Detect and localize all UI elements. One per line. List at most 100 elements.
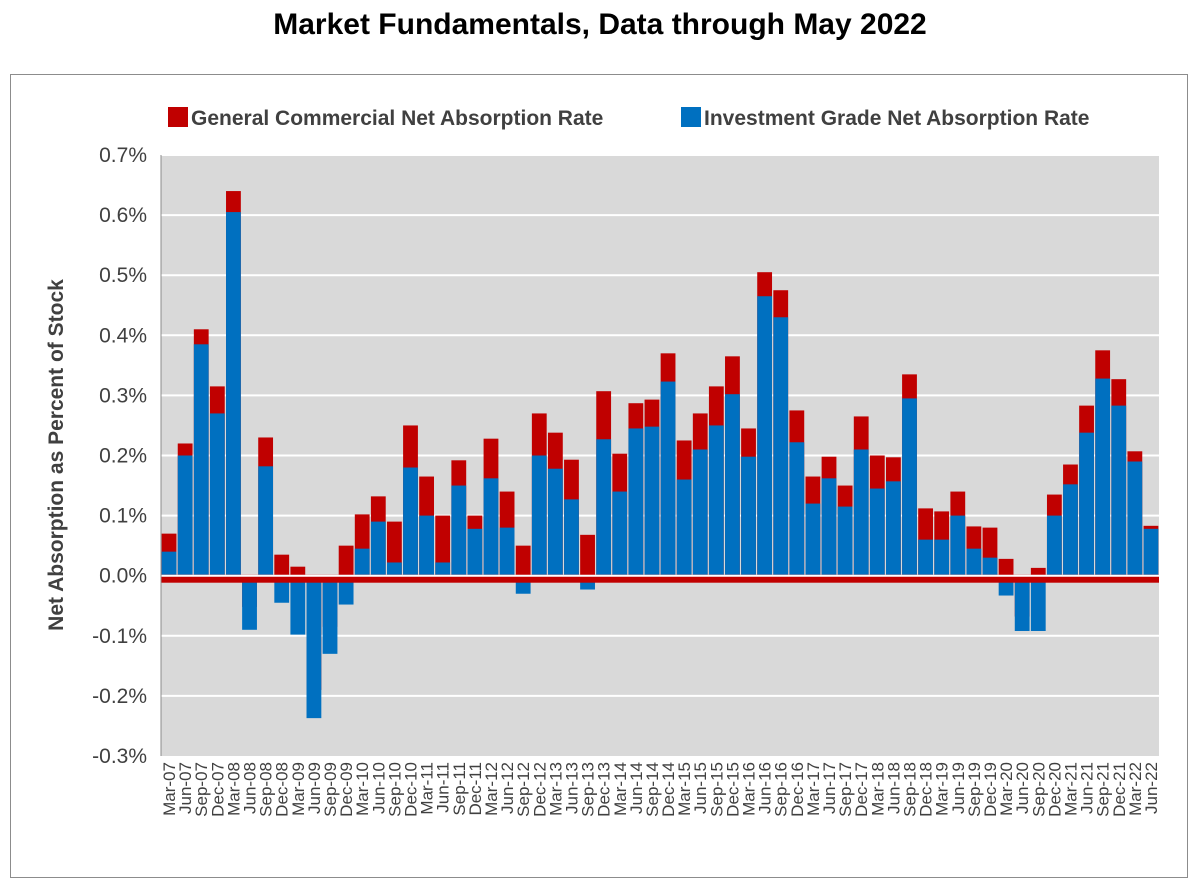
bar-investment-grade-Dec-09 bbox=[338, 575, 354, 605]
x-tick-label: Dec-11 bbox=[466, 762, 485, 816]
bar-investment-grade-Mar-08 bbox=[226, 212, 241, 576]
x-tick-label: Jun-12 bbox=[498, 762, 517, 814]
y-tick-label: 0.4% bbox=[99, 324, 147, 347]
x-tick-label: Sep-17 bbox=[836, 762, 855, 817]
x-tick-label: Jun-08 bbox=[241, 762, 260, 814]
bar-investment-grade-Jun-09 bbox=[306, 575, 322, 719]
bar-investment-grade-Dec-14 bbox=[660, 381, 676, 576]
x-tick-label: Dec-08 bbox=[273, 762, 292, 817]
bar-investment-grade-Jun-18 bbox=[885, 481, 901, 576]
x-tick-label: Sep-08 bbox=[257, 762, 276, 817]
x-tick-label: Dec-12 bbox=[530, 762, 549, 817]
bar-investment-grade-Jun-16 bbox=[757, 296, 773, 576]
bar-general-commercial-Jun-11 bbox=[435, 515, 451, 576]
bar-investment-grade-Dec-12 bbox=[531, 455, 547, 576]
x-tick-label: Dec-20 bbox=[1045, 762, 1064, 817]
bar-investment-grade-Dec-13 bbox=[596, 439, 612, 576]
bar-investment-grade-Sep-15 bbox=[708, 425, 724, 576]
bar-investment-grade-Jun-17 bbox=[821, 478, 837, 576]
x-tick-label: Sep-21 bbox=[1094, 762, 1113, 817]
x-tick-label: Mar-15 bbox=[675, 762, 694, 816]
bar-general-commercial-Dec-08 bbox=[274, 554, 290, 576]
bar-investment-grade-Dec-20 bbox=[1046, 515, 1062, 576]
y-tick-label: 0.1% bbox=[99, 505, 147, 528]
x-tick-label: Sep-10 bbox=[385, 762, 404, 817]
bar-investment-grade-Jun-22 bbox=[1143, 528, 1159, 576]
x-tick-label: Dec-14 bbox=[659, 762, 678, 817]
bar-investment-grade-Jun-11 bbox=[435, 562, 451, 576]
x-tick-label: Mar-16 bbox=[740, 762, 759, 816]
y-tick-label: -0.2% bbox=[92, 685, 147, 708]
bar-general-commercial-Mar-20 bbox=[998, 558, 1014, 576]
chart-title: Market Fundamentals, Data through May 20… bbox=[273, 8, 927, 41]
bar-investment-grade-Mar-16 bbox=[741, 456, 756, 576]
x-tick-label: Sep-07 bbox=[192, 762, 211, 817]
bar-investment-grade-Dec-16 bbox=[789, 442, 805, 576]
y-tick-label: 0.3% bbox=[99, 384, 147, 407]
bar-investment-grade-Mar-10 bbox=[354, 548, 370, 576]
y-tick-label: -0.3% bbox=[92, 745, 147, 768]
y-tick-label: 0.0% bbox=[99, 565, 147, 588]
x-tick-label: Jun-22 bbox=[1142, 762, 1161, 814]
x-tick-label: Dec-09 bbox=[337, 762, 356, 817]
bar-investment-grade-Mar-14 bbox=[612, 491, 628, 576]
bar-investment-grade-Sep-10 bbox=[386, 562, 402, 576]
x-tick-label: Jun-15 bbox=[691, 762, 710, 814]
x-tick-label: Dec-17 bbox=[852, 762, 871, 817]
x-tick-label: Mar-12 bbox=[482, 762, 501, 816]
bar-general-commercial-Sep-13 bbox=[580, 534, 595, 576]
bar-investment-grade-Dec-11 bbox=[467, 528, 483, 576]
x-tick-label: Dec-07 bbox=[208, 762, 227, 817]
x-tick-label: Mar-18 bbox=[868, 762, 887, 816]
x-tick-label: Jun-13 bbox=[562, 762, 581, 814]
bar-investment-grade-Dec-18 bbox=[918, 539, 934, 576]
bar-investment-grade-Mar-21 bbox=[1063, 484, 1078, 576]
zero-baseline-band bbox=[161, 574, 1159, 583]
bar-investment-grade-Sep-16 bbox=[773, 317, 789, 576]
x-tick-label: Sep-09 bbox=[321, 762, 340, 817]
x-tick-label: Jun-19 bbox=[949, 762, 968, 814]
x-tick-label: Dec-10 bbox=[402, 762, 421, 817]
chart-frame: -0.3% -0.2% -0.1% 0.0% 0.1% 0.2% 0.3% 0.4% 0.5% 0… bbox=[10, 74, 1188, 878]
x-tick-label: Dec-16 bbox=[788, 762, 807, 817]
legend-label-investment-grade: Investment Grade Net Absorption Rate bbox=[704, 107, 1089, 130]
x-tick-label: Dec-15 bbox=[723, 762, 742, 817]
y-tick-label: 0.7% bbox=[99, 144, 147, 167]
x-tick-label: Mar-11 bbox=[418, 762, 437, 815]
bar-investment-grade-Jun-08 bbox=[242, 575, 257, 630]
x-tick-label: Jun-21 bbox=[1078, 762, 1097, 814]
x-tick-label: Mar-09 bbox=[289, 762, 308, 816]
x-tick-label: Mar-07 bbox=[160, 762, 179, 816]
bar-general-commercial-Mar-09 bbox=[290, 566, 306, 576]
x-tick-label: Sep-16 bbox=[772, 762, 791, 817]
x-tick-label: Dec-13 bbox=[595, 762, 614, 817]
x-tick-label: Mar-10 bbox=[353, 762, 372, 816]
bar-general-commercial-Dec-09 bbox=[338, 545, 354, 576]
x-tick-label: Jun-10 bbox=[369, 762, 388, 814]
zero-line bbox=[161, 574, 1159, 583]
legend: General Commercial Net Absorption Rate I… bbox=[168, 107, 1089, 130]
bar-investment-grade-Sep-21 bbox=[1095, 378, 1111, 576]
bar-investment-grade-Mar-12 bbox=[483, 478, 499, 576]
bar-investment-grade-Mar-13 bbox=[547, 468, 563, 576]
bar-investment-grade-Mar-07 bbox=[161, 551, 177, 576]
x-tick-label: Sep-18 bbox=[901, 762, 920, 817]
bar-investment-grade-Mar-15 bbox=[676, 479, 692, 576]
bar-investment-grade-Sep-09 bbox=[322, 575, 338, 654]
y-tick-label: 0.5% bbox=[99, 264, 147, 287]
x-tick-label: Dec-19 bbox=[981, 762, 1000, 817]
bar-investment-grade-Jun-14 bbox=[628, 428, 644, 576]
x-tick-label: Jun-18 bbox=[884, 762, 903, 814]
bar-investment-grade-Jun-12 bbox=[499, 527, 515, 576]
y-axis-label: Net Absorption as Percent of Stock bbox=[45, 279, 68, 631]
x-tick-label: Sep-11 bbox=[450, 762, 469, 816]
bar-investment-grade-Dec-07 bbox=[209, 413, 225, 576]
x-tick-label: Mar-22 bbox=[1126, 762, 1145, 816]
bars bbox=[161, 191, 1159, 719]
x-tick-label: Jun-09 bbox=[305, 762, 324, 814]
bar-investment-grade-Mar-11 bbox=[419, 515, 435, 576]
bar-investment-grade-Sep-19 bbox=[966, 548, 982, 576]
x-tick-label: Mar-21 bbox=[1061, 762, 1080, 816]
x-tick-label: Jun-16 bbox=[756, 762, 775, 814]
x-tick-label: Mar-20 bbox=[997, 762, 1016, 816]
